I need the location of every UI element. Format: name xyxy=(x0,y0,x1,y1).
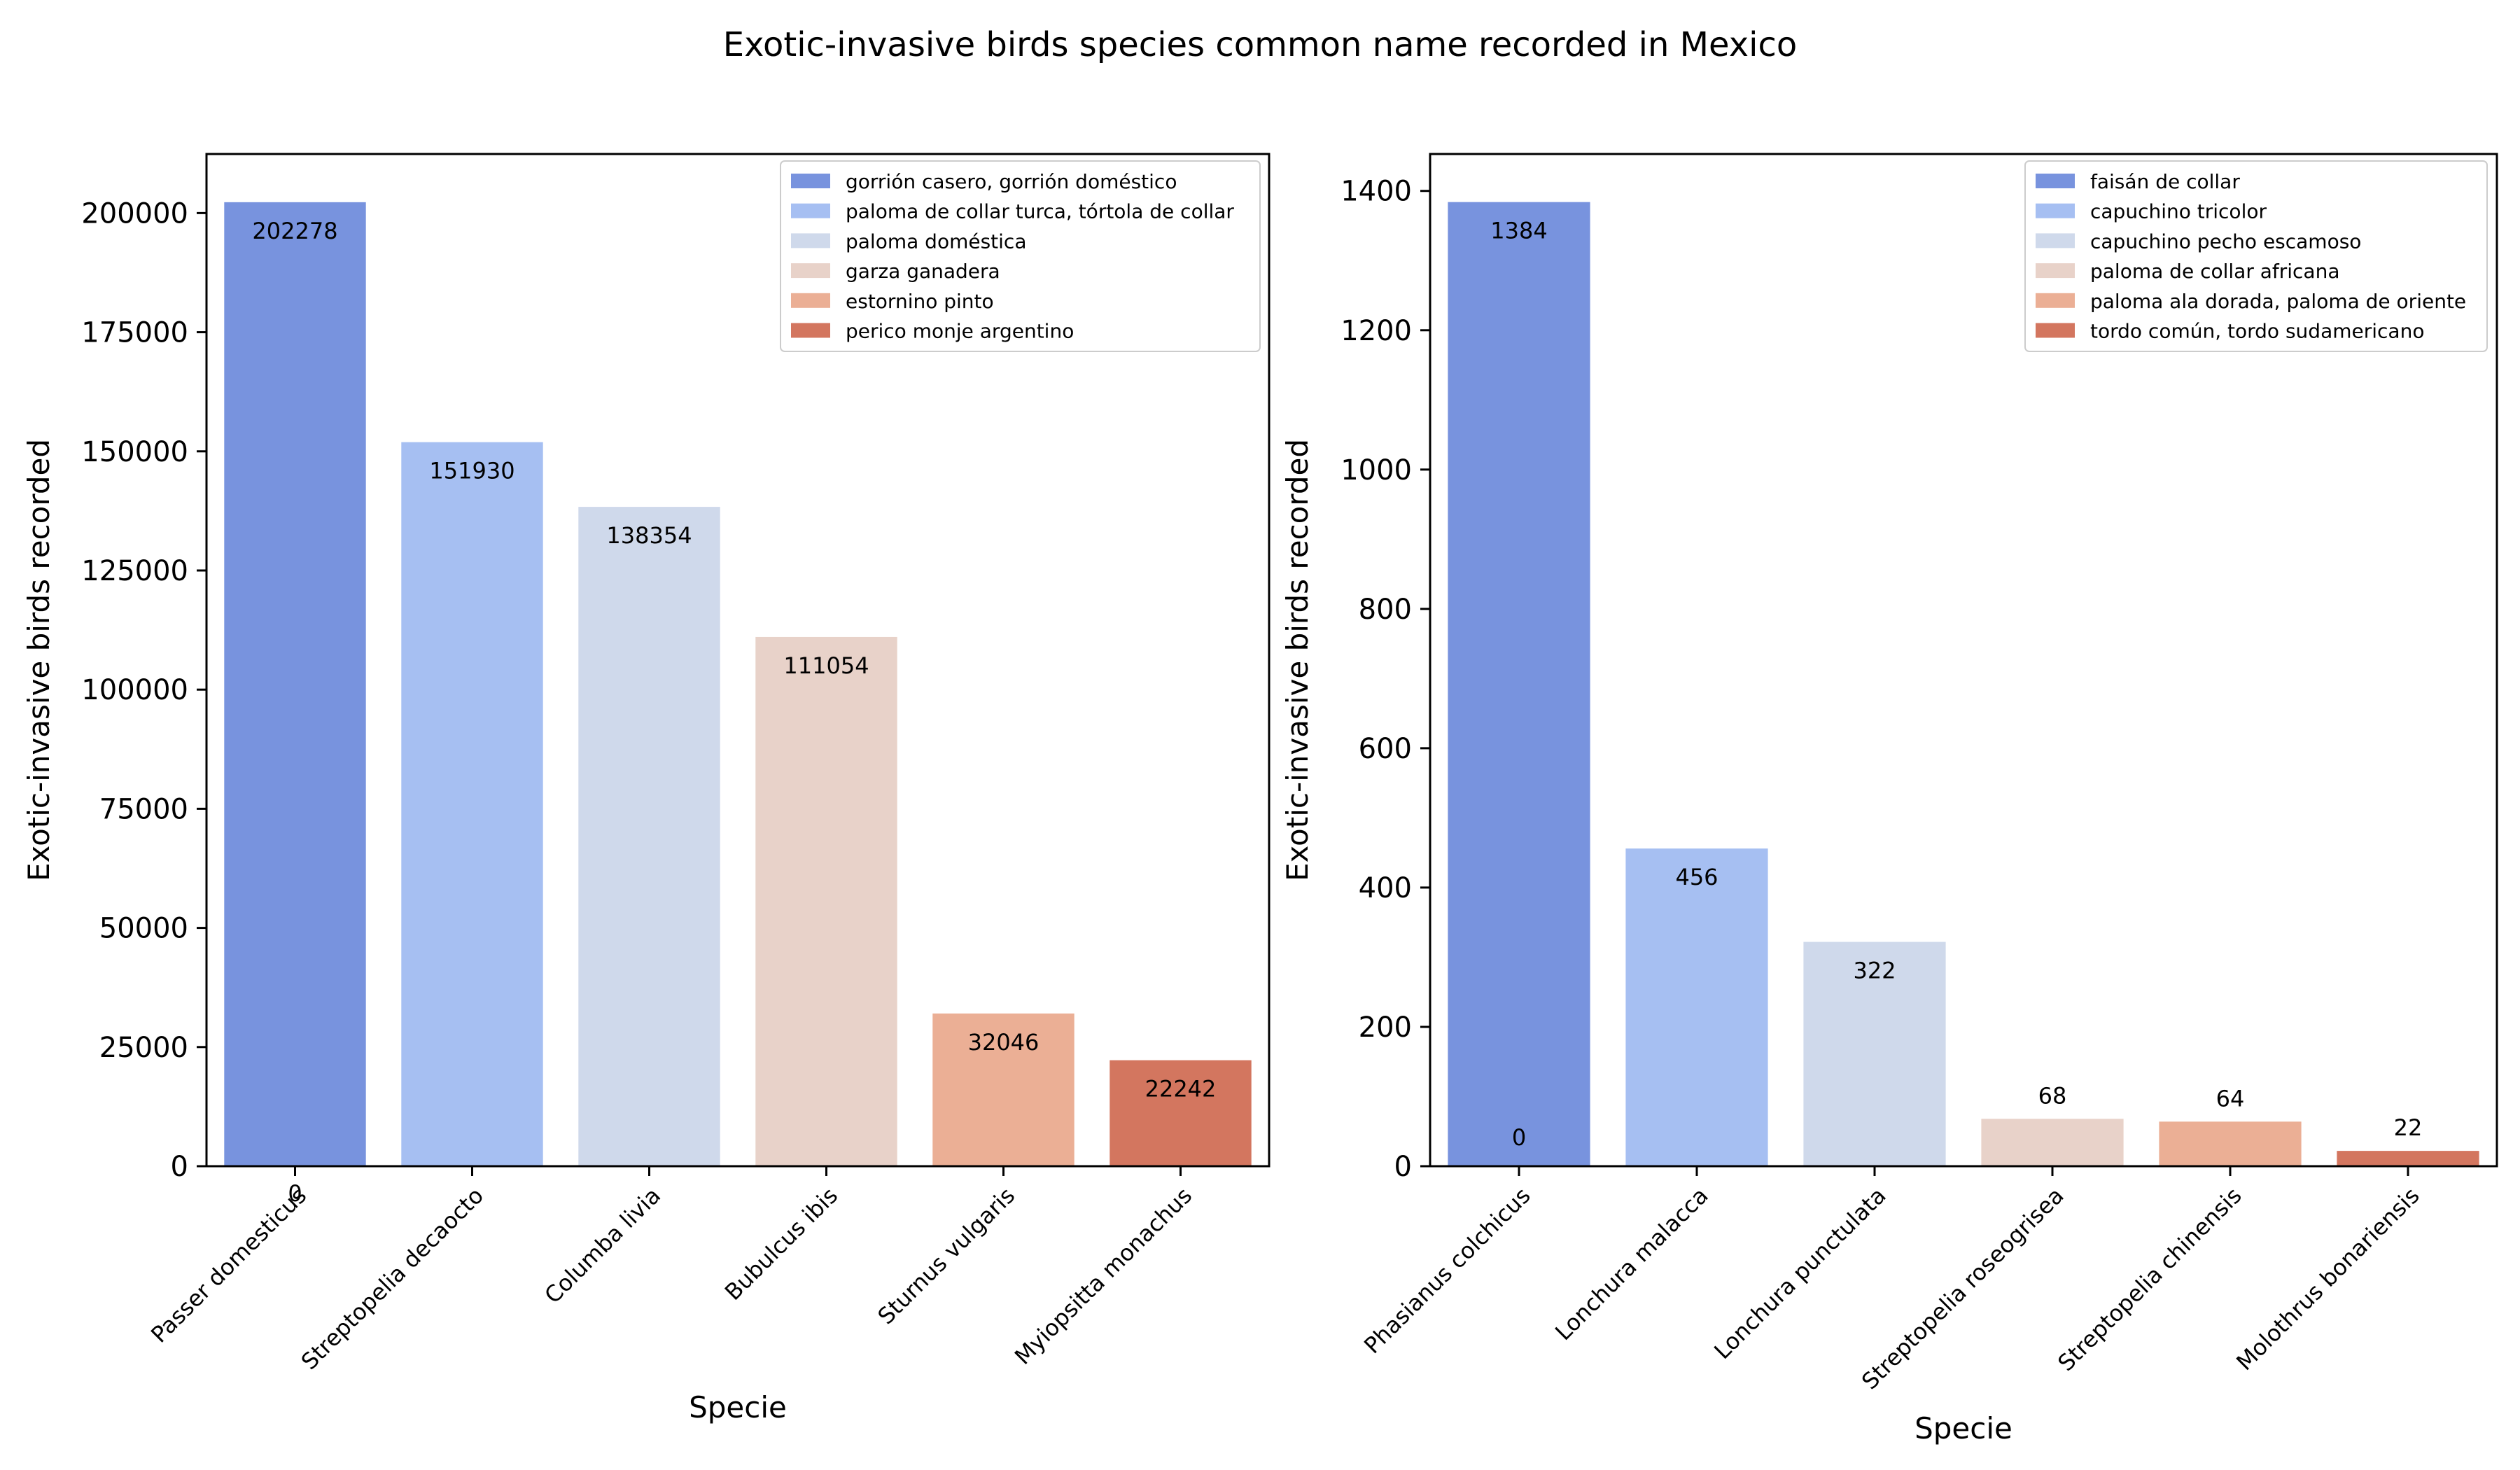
legend-swatch xyxy=(2036,203,2075,218)
x-tick-label: Streptopelia roseogrisea xyxy=(1856,1182,2069,1395)
x-tick-label: Molothrus bonariensis xyxy=(2231,1182,2424,1376)
y-tick-label: 175000 xyxy=(81,317,188,349)
data-label: 456 xyxy=(1675,864,1718,890)
y-tick-label: 25000 xyxy=(99,1032,188,1064)
bar xyxy=(1625,848,1768,1166)
data-label: 64 xyxy=(2216,1085,2245,1112)
legend: faisán de collar capuchino tricolor capuch… xyxy=(2024,160,2488,352)
legend-swatch xyxy=(791,203,830,218)
bar xyxy=(755,636,897,1166)
y-axis-label: Exotic-invasive birds recorded xyxy=(22,439,56,881)
legend-label: faisán de collar xyxy=(2090,170,2240,193)
y-tick-label: 200 xyxy=(1359,1011,1412,1044)
bar xyxy=(2337,1151,2479,1166)
x-tick-label: Passer domesticus xyxy=(146,1182,312,1348)
legend-swatch xyxy=(2036,174,2075,188)
legend-swatch xyxy=(791,174,830,188)
legend-label: capuchino pecho escamoso xyxy=(2090,230,2361,253)
bar xyxy=(2159,1121,2302,1166)
legend-swatch xyxy=(2036,263,2075,279)
x-tick-label: Streptopelia chinensis xyxy=(2052,1182,2246,1376)
y-tick-label: 200000 xyxy=(81,197,188,230)
y-tick-label: 0 xyxy=(171,1151,188,1183)
bar xyxy=(1981,1119,2124,1166)
data-label: 22242 xyxy=(1145,1076,1217,1102)
chart-right: 1384 456 322 68 64 22 0 0 200 400 600 800 1000 1200 14… xyxy=(1280,153,2498,1446)
y-tick-label: 150000 xyxy=(81,436,188,468)
legend-swatch xyxy=(791,263,830,279)
baseline-label: 0 xyxy=(288,1180,302,1207)
data-label: 68 xyxy=(2038,1082,2067,1109)
data-label: 322 xyxy=(1853,958,1896,984)
bar xyxy=(224,202,366,1166)
bar xyxy=(932,1013,1074,1166)
data-label: 138354 xyxy=(606,522,692,549)
bar xyxy=(578,507,720,1166)
legend-swatch xyxy=(2036,293,2075,308)
legend: gorrión casero, gorrión doméstico paloma … xyxy=(780,160,1261,352)
legend-label: paloma doméstica xyxy=(846,230,1026,253)
legend-label: paloma de collar africana xyxy=(2090,260,2340,283)
y-tick-label: 1000 xyxy=(1340,454,1412,486)
bar xyxy=(1803,941,1946,1166)
legend-label: gorrión casero, gorrión doméstico xyxy=(846,170,1177,193)
legend-label: paloma ala dorada, paloma de oriente xyxy=(2090,290,2466,313)
legend-label: perico monje argentino xyxy=(846,320,1074,343)
y-tick-label: 0 xyxy=(1394,1151,1412,1183)
y-tick-label: 50000 xyxy=(99,913,188,945)
x-tick-label: Lonchura punctulata xyxy=(1709,1182,1891,1364)
axes-frame xyxy=(1429,153,2498,1168)
legend-frame xyxy=(2024,160,2488,352)
y-tick-label: 600 xyxy=(1359,733,1412,765)
bar xyxy=(1110,1060,1252,1166)
bar xyxy=(401,442,543,1167)
y-tick-label: 800 xyxy=(1359,594,1412,626)
data-label: 151930 xyxy=(429,458,514,484)
x-tick-label: Columba livia xyxy=(539,1182,666,1309)
data-label: 22 xyxy=(2394,1114,2423,1141)
x-tick-label: Bubulcus ibis xyxy=(720,1182,843,1306)
x-tick-label: Sturnus vulgaris xyxy=(873,1182,1021,1330)
legend-swatch xyxy=(791,233,830,248)
x-tick-label: Myiopsitta monachus xyxy=(1009,1182,1197,1370)
data-label: 1384 xyxy=(1490,218,1547,244)
y-tick-label: 125000 xyxy=(81,555,188,587)
x-axis-label: Specie xyxy=(1914,1411,2012,1446)
x-axis-label: Specie xyxy=(689,1390,787,1424)
legend-swatch xyxy=(2036,233,2075,248)
y-tick-label: 400 xyxy=(1359,872,1412,904)
figure-title: Exotic-invasive birds species common nam… xyxy=(722,25,1798,64)
y-tick-label: 75000 xyxy=(99,793,188,825)
legend-frame xyxy=(780,160,1261,352)
legend-label: tordo común, tordo sudamericano xyxy=(2090,320,2424,343)
x-tick-label: Phasianus colchicus xyxy=(1359,1182,1536,1359)
y-tick-label: 1200 xyxy=(1340,315,1412,347)
legend-swatch xyxy=(2036,323,2075,338)
chart-left: 202278 151930 138354 111054 32046 22242 0 0 2500… xyxy=(22,153,1270,1424)
legend-label: paloma de collar turca, tórtola de colla… xyxy=(846,200,1234,223)
x-tick-label: Streptopelia decaocto xyxy=(296,1182,489,1375)
legend-swatch xyxy=(791,323,830,338)
y-axis-label: Exotic-invasive birds recorded xyxy=(1280,439,1315,881)
legend-label: capuchino tricolor xyxy=(2090,200,2267,223)
y-tick-label: 1400 xyxy=(1340,176,1412,208)
data-label: 202278 xyxy=(252,218,337,244)
baseline-label: 0 xyxy=(1512,1124,1526,1151)
legend-swatch xyxy=(791,293,830,308)
legend-label: garza ganadera xyxy=(846,260,1000,283)
data-label: 111054 xyxy=(783,652,869,679)
y-tick-label: 100000 xyxy=(81,674,188,706)
data-label: 32046 xyxy=(968,1029,1040,1056)
x-tick-label: Lonchura malacca xyxy=(1550,1182,1714,1346)
legend-label: estornino pinto xyxy=(846,290,994,313)
bar xyxy=(1448,202,1590,1166)
axes-frame xyxy=(205,153,1270,1168)
